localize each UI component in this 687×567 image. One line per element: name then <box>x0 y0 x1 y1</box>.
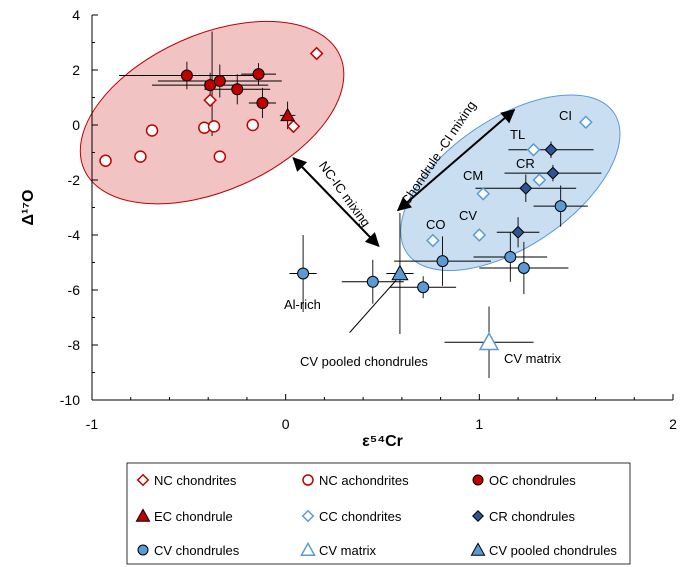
cc-chondrites-point <box>476 186 491 201</box>
nc-achondrites-point <box>246 118 259 132</box>
cv-chondrules-point <box>554 200 567 213</box>
legend-marker <box>302 474 314 486</box>
legend-marker <box>301 509 315 523</box>
legend-label: CV chondrules <box>154 543 240 558</box>
x-tick-label: 1 <box>475 416 483 432</box>
nc-chondrites-point <box>286 119 301 134</box>
nc-chondrites-point <box>203 93 217 108</box>
annotation-tl: TL <box>510 127 525 142</box>
legend: NC chondrites NC achondrites OC chondrules… <box>126 462 631 565</box>
oc-chondrules-point <box>252 68 265 81</box>
mixing-arrows <box>292 108 516 333</box>
cr-chondrules-point <box>546 166 560 180</box>
data-points <box>99 46 593 351</box>
nc-achondrites-point <box>134 150 147 163</box>
y-tick-label: -10 <box>60 392 80 408</box>
cc-chondrites-point <box>526 142 541 157</box>
legend-marker <box>472 474 484 486</box>
annotation-cv: CV <box>459 208 477 223</box>
y-tick-label: 4 <box>72 7 80 23</box>
nc-chondrites-point <box>309 46 324 61</box>
y-tick-label: -6 <box>68 282 81 298</box>
cv-chondrules-point <box>504 251 517 263</box>
legend-label: CV pooled chondrules <box>489 543 617 558</box>
nc-achondrites-point <box>99 154 112 167</box>
legend-label: OC chondrules <box>489 473 576 488</box>
annotation-co: CO <box>426 217 446 232</box>
legend-box <box>126 462 631 565</box>
nc-ic-mixing-label: NC-IC mixing <box>316 158 374 229</box>
annotation-cv-matrix: CV matrix <box>504 351 562 366</box>
cv-matrix-point <box>478 331 500 351</box>
y-tick-label: -2 <box>68 172 81 188</box>
legend-label: EC chondrule <box>154 509 233 524</box>
legend-marker <box>300 541 316 557</box>
x-tick-label: 2 <box>669 416 677 432</box>
legend-marker <box>135 508 151 522</box>
annotation-cm: CM <box>463 168 483 183</box>
legend-label: CC chondrites <box>319 509 402 524</box>
legend-marker <box>136 473 150 487</box>
oc-chondrules-point <box>180 69 193 82</box>
y-tick-label: -8 <box>68 337 81 353</box>
legend-marker <box>137 544 149 556</box>
cc-chondrites-point <box>426 233 440 248</box>
legend-label: NC achondrites <box>319 473 409 488</box>
nc-achondrites-point <box>145 124 159 137</box>
legend-marker <box>470 542 486 556</box>
cv-chondrules-point <box>297 267 310 280</box>
cv-pooled-chondrules-point <box>391 264 409 281</box>
annotation-cr: CR <box>516 156 535 171</box>
pooled-leader-line <box>349 280 397 333</box>
cc-chondrites-point <box>579 115 593 130</box>
legend-marker <box>472 510 484 522</box>
cc-chondrites-point <box>532 173 547 187</box>
y-tick-label: -4 <box>68 227 81 243</box>
oc-chondrules-point <box>256 97 269 109</box>
y-tick-label: 2 <box>72 62 80 78</box>
cc-chondrites-point <box>472 228 487 242</box>
cv-chondrules-point <box>436 255 449 268</box>
annotation-al-rich: Al-rich <box>284 297 321 312</box>
nc-achondrites-point <box>213 150 227 163</box>
legend-label: CR chondrules <box>489 509 575 524</box>
cr-chondrules-point <box>544 143 558 157</box>
ec-chondrule-point <box>280 107 296 122</box>
y-tick-label: 0 <box>72 117 80 133</box>
oc-chondrules-point <box>231 83 244 96</box>
x-tick-label: 0 <box>282 416 290 432</box>
cv-chondrules-point <box>517 262 530 274</box>
x-tick-label: -1 <box>86 416 99 432</box>
chondrule-ci-mixing-arrow <box>396 108 516 212</box>
nc-achondrites-point <box>207 120 221 133</box>
oc-chondrules-point <box>213 75 226 87</box>
nc-ic-mixing-arrow <box>292 156 380 248</box>
cr-chondrules-point <box>511 225 525 239</box>
legend-label: CV matrix <box>319 543 377 558</box>
y-axis-title: Δ¹⁷O <box>20 190 37 226</box>
cv-chondrules-point <box>366 275 379 288</box>
x-axis-title: ε⁵⁴Cr <box>362 433 403 450</box>
cr-chondrules-point <box>519 181 533 195</box>
cv-chondrules-point <box>417 281 430 294</box>
annotation-ci: CI <box>559 108 572 123</box>
annotation-cv-pooled: CV pooled chondrules <box>300 354 428 369</box>
legend-label: NC chondrites <box>154 473 237 488</box>
